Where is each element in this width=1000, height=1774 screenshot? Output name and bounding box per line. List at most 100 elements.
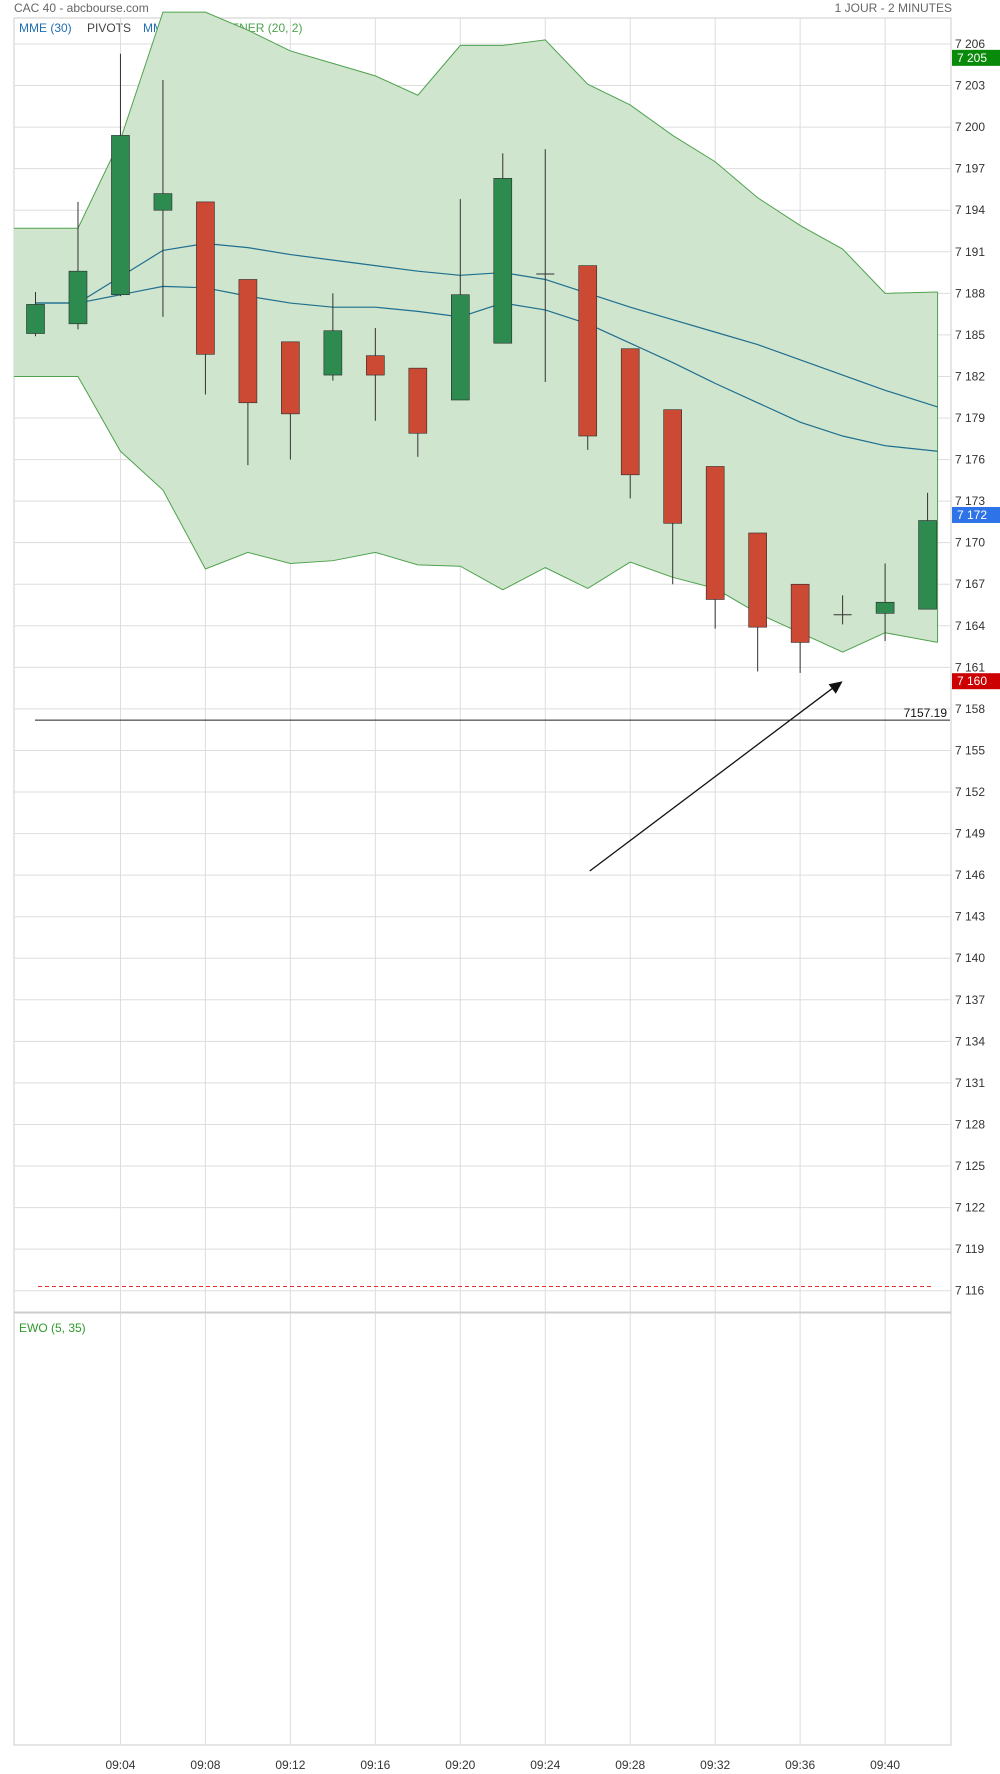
price-badge-label: 7 160 — [957, 674, 987, 688]
y-tick-label: 7 137 — [955, 993, 985, 1007]
candle-body[interactable] — [323, 330, 343, 376]
y-tick-label: 7 176 — [955, 453, 985, 467]
candle-body[interactable] — [748, 532, 767, 628]
y-tick-label: 7 158 — [955, 702, 985, 716]
y-tick-label: 7 122 — [955, 1201, 985, 1215]
price-badge-7160: 7 160 — [952, 673, 1000, 690]
x-tick-label: 09:16 — [360, 1758, 390, 1772]
candle-body[interactable] — [663, 409, 683, 524]
candle-0906[interactable] — [153, 80, 173, 317]
candle-body[interactable] — [366, 355, 385, 376]
candle-0934[interactable] — [748, 532, 767, 672]
ewo-panel-frame — [13, 1312, 952, 1746]
y-tick-label: 7 152 — [955, 785, 985, 799]
candle-body[interactable] — [493, 178, 513, 344]
ma-line-1 — [35, 242, 938, 408]
candle-body[interactable] — [196, 201, 215, 355]
candle-0932[interactable] — [705, 466, 725, 629]
price-badge-label: 7 205 — [957, 51, 987, 65]
candle-body[interactable] — [620, 348, 640, 476]
x-tick-label: 09:32 — [700, 1758, 730, 1772]
candle-body[interactable] — [918, 520, 937, 610]
y-tick-label: 7 155 — [955, 743, 985, 757]
candle-0922[interactable] — [493, 153, 513, 344]
reference-lines: 7157.19 — [35, 706, 950, 1288]
price-badge-bg — [952, 49, 1000, 66]
ma-line-2 — [35, 285, 938, 452]
candle-body[interactable] — [408, 367, 428, 434]
x-tick-label: 09:12 — [275, 1758, 305, 1772]
y-tick-label: 7 119 — [955, 1242, 984, 1256]
y-tick-label: 7 128 — [955, 1117, 985, 1131]
keltner-upper-line — [14, 11, 938, 294]
x-tick-label: 09:08 — [190, 1758, 220, 1772]
candle-body[interactable] — [281, 341, 300, 415]
candle-0928[interactable] — [620, 348, 640, 499]
candle-0930[interactable] — [663, 409, 683, 585]
candle-0926[interactable] — [578, 265, 598, 450]
candle-body[interactable] — [875, 601, 895, 614]
chart-period-label[interactable]: 1 JOUR - 2 MINUTES — [834, 1, 952, 15]
moving-averages — [35, 242, 938, 452]
y-tick-label: 7 197 — [955, 162, 985, 176]
y-tick-label: 7 140 — [955, 951, 985, 965]
legend-mme[interactable]: MME (30) — [19, 21, 72, 35]
candle-0912[interactable] — [281, 341, 300, 460]
legend-ewo[interactable]: EWO (5, 35) — [19, 1321, 86, 1335]
price-badge-7172: 7 172 — [952, 506, 1000, 523]
y-tick-label: 7 167 — [955, 577, 985, 591]
y-tick-label: 7 149 — [955, 827, 985, 841]
candle-body[interactable] — [238, 279, 258, 404]
candle-body[interactable] — [153, 193, 173, 211]
y-tick-label: 7 125 — [955, 1159, 985, 1173]
y-tick-label: 7 194 — [955, 203, 985, 217]
y-tick-label: 7 203 — [955, 79, 985, 93]
support-line-label: 7157.19 — [904, 706, 948, 720]
axes: 7 206 7 203 7 200 7 197 7 194 7 191 7 188 7 185… — [105, 37, 1000, 1772]
candle-0900[interactable] — [26, 291, 45, 337]
y-tick-label: 7 173 — [955, 494, 985, 508]
x-tick-label: 09:20 — [445, 1758, 475, 1772]
annotations — [589, 681, 843, 872]
y-tick-label: 7 182 — [955, 369, 985, 383]
candle-body[interactable] — [578, 265, 598, 437]
x-tick-label: 09:24 — [530, 1758, 560, 1772]
candle-0914[interactable] — [323, 293, 343, 381]
candle-0908[interactable] — [196, 201, 215, 395]
candle-body[interactable] — [705, 466, 725, 600]
candle-0920[interactable] — [450, 199, 470, 401]
annotation-arrow-line — [589, 684, 838, 872]
x-tick-label: 09:40 — [870, 1758, 900, 1772]
y-tick-label: 7 170 — [955, 536, 985, 550]
y-tick-label: 7 206 — [955, 37, 985, 51]
candle-body[interactable] — [68, 270, 88, 325]
candle-0902[interactable] — [68, 201, 88, 330]
x-tick-label: 09:28 — [615, 1758, 645, 1772]
candles[interactable] — [26, 53, 937, 673]
y-tick-label: 7 161 — [955, 660, 985, 674]
candle-0904[interactable] — [111, 53, 130, 297]
candle-body[interactable] — [450, 294, 470, 401]
candle-0916[interactable] — [366, 327, 385, 421]
keltner-band — [14, 11, 939, 653]
candle-0938[interactable] — [833, 595, 852, 625]
candle-0924[interactable] — [536, 149, 555, 382]
y-tick-label: 7 134 — [955, 1034, 985, 1048]
candle-body[interactable] — [111, 135, 130, 296]
candle-0936[interactable] — [790, 583, 810, 673]
candle-0940[interactable] — [875, 563, 895, 642]
y-tick-label: 7 164 — [955, 619, 985, 633]
y-tick-label: 7 179 — [955, 411, 985, 425]
price-badge-bg — [952, 673, 1000, 690]
candle-0910[interactable] — [238, 279, 258, 466]
keltner-lower-line — [14, 375, 938, 653]
candle-0918[interactable] — [408, 367, 428, 457]
price-badge-bg — [952, 506, 1000, 523]
candle-body[interactable] — [26, 304, 45, 334]
candle-0942[interactable] — [918, 492, 937, 610]
y-tick-label: 7 188 — [955, 286, 985, 300]
candle-body[interactable] — [790, 583, 810, 643]
y-tick-label: 7 143 — [955, 910, 985, 924]
price-badge-label: 7 172 — [957, 508, 987, 522]
